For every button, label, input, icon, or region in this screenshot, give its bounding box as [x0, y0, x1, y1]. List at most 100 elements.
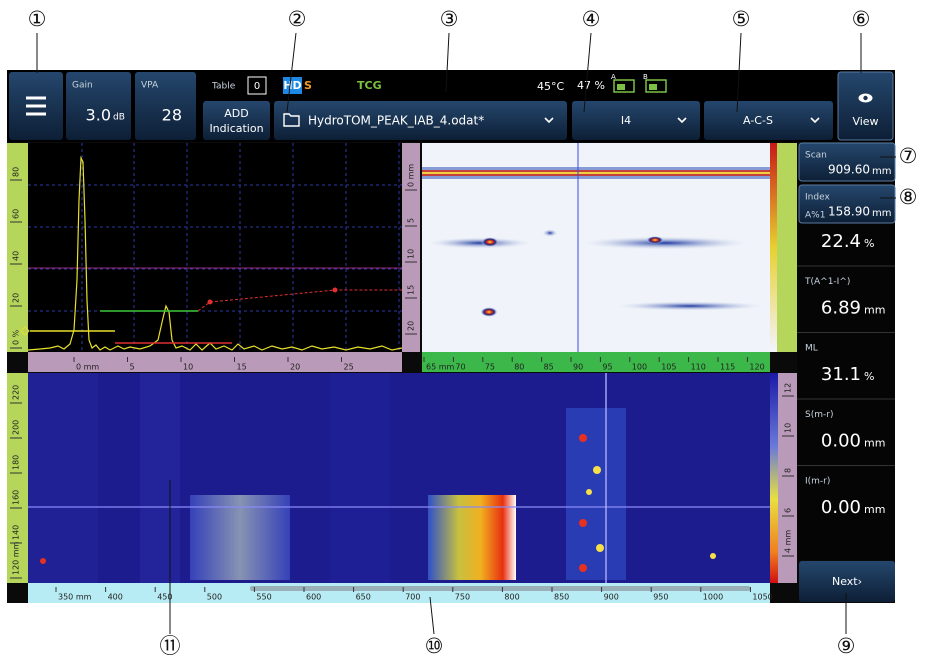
eye-pupil: [863, 96, 867, 100]
callout-number: ⑨: [837, 634, 856, 658]
backwall-core: [422, 172, 770, 174]
reading-unit: %: [864, 237, 874, 250]
ruler-label: 25: [344, 363, 354, 372]
reading-label: T(A^1-I^): [804, 277, 850, 287]
ruler-label: 950: [653, 593, 668, 602]
stripe: [28, 373, 98, 583]
indication-band: [575, 236, 755, 250]
reading-value: 31.1: [821, 364, 861, 385]
callout-number: ①: [28, 7, 47, 31]
view-button[interactable]: View: [838, 72, 893, 140]
layout-dropdown[interactable]: A-C-S: [704, 101, 833, 140]
ruler-label: 650: [356, 593, 371, 602]
ruler-label: 100: [632, 363, 647, 372]
c-scan-image: [28, 373, 770, 583]
ruler-label: 4 mm: [784, 530, 793, 553]
ruler-label: 8: [784, 468, 793, 473]
ruler-label: 15: [407, 285, 416, 295]
reading-value: 158.90: [828, 205, 870, 219]
tcg-text: TCG: [357, 79, 382, 92]
c-scan-color-bar: [770, 373, 778, 583]
ruler-label: 1000: [703, 593, 723, 602]
group-dropdown[interactable]: I4: [572, 101, 700, 140]
a-scan: 0 mm5101520250 %20406080: [7, 143, 420, 372]
spot: [579, 434, 587, 442]
reading-label: ML: [805, 344, 818, 354]
gain-unit: dB: [113, 113, 125, 123]
table-value[interactable]: 0: [254, 81, 260, 92]
spot: [579, 564, 587, 572]
file-dropdown[interactable]: HydroTOM_PEAK_IAB_4.odat*: [274, 101, 567, 140]
scroll-bar[interactable]: [250, 586, 750, 591]
file-name: HydroTOM_PEAK_IAB_4.odat*: [308, 114, 484, 128]
b-scan-side-ruler: [777, 143, 797, 352]
callout-number: ④: [582, 7, 601, 31]
readings-panel: Scan909.60mmIndex158.90mmA%122.4%T(A^1-I…: [797, 143, 895, 560]
battery-a-fill: [617, 84, 625, 90]
ruler-label: 105: [661, 363, 676, 372]
ruler-label: 500: [207, 593, 222, 602]
s-text: S: [304, 79, 312, 92]
next-text: Next›: [832, 575, 862, 588]
reading-unit: mm: [872, 208, 891, 219]
ruler-label: 80: [514, 363, 524, 372]
indication: [542, 229, 558, 237]
gain-button[interactable]: Gain 3.0 dB: [66, 72, 131, 140]
callout-number: ③: [440, 7, 459, 31]
reading-value: 0.00: [821, 497, 861, 518]
battery-b-fill: [649, 84, 657, 90]
ruler-label: 60: [12, 209, 21, 219]
indication-region: [428, 495, 516, 580]
reading-unit: mm: [864, 503, 885, 516]
ruler-label: 20: [290, 363, 300, 372]
next-button[interactable]: Next›: [799, 561, 895, 602]
view-text: View: [852, 115, 878, 128]
page: {"callouts": ["①", "②", "③", "④", "⑤", "…: [0, 0, 950, 663]
battery-level: 47 %: [577, 79, 605, 92]
add-indication-line2: Indication: [209, 122, 263, 135]
b-scan-color-bar: [770, 143, 777, 352]
vpa-label: VPA: [141, 81, 159, 91]
ruler-label: 90: [573, 363, 583, 372]
hd-text: HD: [283, 79, 301, 92]
spot: [596, 544, 604, 552]
indication-band: [425, 237, 535, 249]
indication-band: [610, 301, 770, 311]
reading-label: I(m-r): [805, 477, 830, 487]
ruler-label: 350 mm: [58, 593, 92, 602]
ruler-label: 10: [183, 363, 193, 372]
reading-unit: mm: [864, 304, 885, 317]
add-indication-button[interactable]: ADD Indication: [203, 101, 270, 140]
menu-button[interactable]: [9, 72, 63, 140]
ruler-label: 900: [604, 593, 619, 602]
ruler-label: 20: [12, 293, 21, 303]
ruler-label: 10: [407, 249, 416, 259]
spot: [593, 466, 601, 474]
ruler-label: 5: [130, 363, 135, 372]
screenshot: Gain 3.0 dB VPA 28 Table 0 HD S TCG 45°C…: [0, 0, 950, 663]
ruler-label: 12: [784, 383, 793, 393]
gain-label: Gain: [72, 81, 93, 91]
gain-value: 3.0: [86, 106, 111, 125]
vpa-button[interactable]: VPA 28: [135, 72, 196, 140]
ruler-label: 0 mm: [407, 164, 416, 187]
ruler-label: 120: [749, 363, 764, 372]
stripe: [140, 373, 180, 583]
reading-unit: mm: [864, 437, 885, 450]
ruler-label: 0 %: [12, 329, 21, 345]
ruler-label: 110: [691, 363, 706, 372]
view-bg[interactable]: [838, 72, 893, 140]
callout-number: ⑦: [899, 144, 918, 168]
ruler-label: 180: [12, 455, 21, 470]
vpa-value: 28: [162, 106, 182, 125]
stripe: [330, 373, 390, 583]
ruler-label: 750: [455, 593, 470, 602]
ruler-label: 15: [237, 363, 247, 372]
callout-number: ⑩: [425, 634, 444, 658]
ruler-label: 20: [407, 321, 416, 331]
toolbar: Gain 3.0 dB VPA 28 Table 0 HD S TCG 45°C…: [7, 70, 895, 142]
ruler-label: 115: [720, 363, 735, 372]
reading-unit: mm: [872, 166, 891, 177]
